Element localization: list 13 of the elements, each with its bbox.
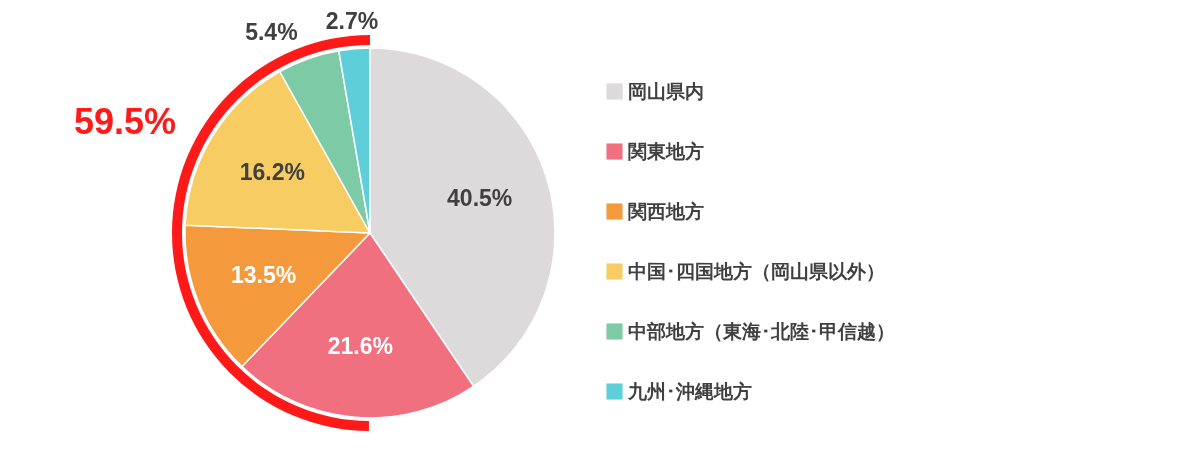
legend-label: 中国･四国地方（岡山県以外）: [628, 260, 885, 282]
legend-label: 中部地方（東海･北陸･甲信越）: [628, 320, 895, 342]
data-label: 2.7%: [325, 7, 379, 34]
data-label: 40.5%: [447, 185, 513, 212]
data-label: 21.6%: [327, 333, 393, 360]
legend-label: 関東地方: [628, 140, 704, 162]
data-label: 16.2%: [239, 158, 305, 185]
text: 59.5%: [73, 101, 177, 142]
data-label: 13.5%: [230, 261, 297, 288]
legend-label: 九州･沖縄地方: [627, 380, 752, 402]
data-label: 5.4%: [245, 19, 298, 46]
legend-label: 関西地方: [628, 200, 704, 222]
legend-label: 岡山県内: [628, 80, 704, 102]
